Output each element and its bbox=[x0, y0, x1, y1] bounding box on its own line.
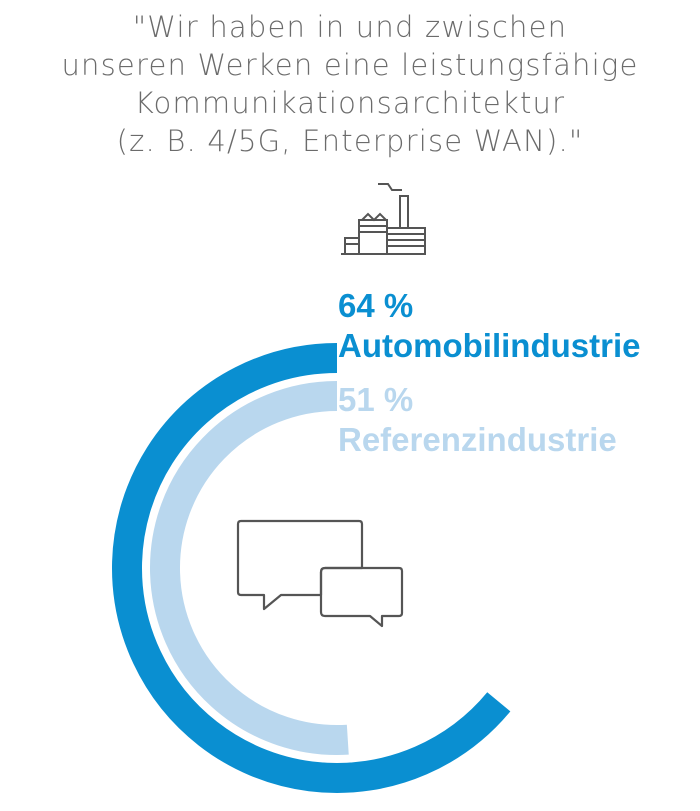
quote-line: unseren Werken eine leistungsfähige bbox=[61, 48, 639, 82]
radial-bars bbox=[112, 343, 511, 793]
series-value-referenz: 51 % bbox=[338, 381, 414, 418]
series-value-automobil: 64 % bbox=[338, 287, 414, 324]
chat-bubbles-icon bbox=[236, 519, 404, 628]
quote-line: Kommunikationsarchitektur bbox=[134, 86, 566, 120]
quote-line: (z. B. 4/5G, Enterprise WAN)." bbox=[116, 124, 584, 158]
series-name-automobil: Automobilindustrie bbox=[338, 327, 641, 364]
series-name-referenz: Referenzindustrie bbox=[338, 421, 617, 458]
quote-line: "Wir haben in und zwischen bbox=[132, 10, 568, 44]
radial-bar-automobil bbox=[112, 343, 511, 793]
quote-text: "Wir haben in und zwischen unseren Werke… bbox=[0, 8, 700, 160]
factory-icon bbox=[341, 183, 426, 255]
radial-bar-referenz bbox=[149, 381, 349, 755]
